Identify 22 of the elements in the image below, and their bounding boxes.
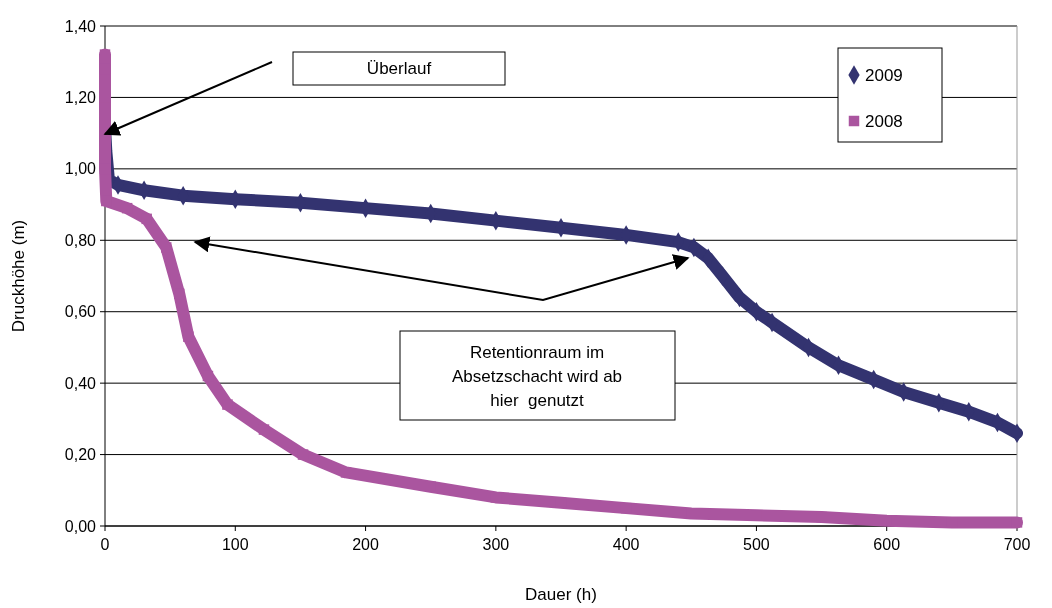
y-tick-label: 0,20 [64,446,97,464]
y-tick-label: 1,20 [64,89,97,107]
x-axis-title: Dauer (h) [525,585,597,604]
y-axis-title: Druckhöhe (m) [9,219,28,333]
legend-label: 2009 [865,65,903,85]
y-tick-label: 1,40 [64,17,97,35]
y-tick-label: 0,00 [64,517,97,535]
annotation: Retentionraum im Absetzschacht wird ab hier genutzt [451,342,623,410]
annotation: Überlauf [366,58,432,78]
y-tick-label: 0,60 [64,303,97,321]
x-tick-label: 300 [482,536,510,553]
x-tick-label: 100 [221,536,249,553]
x-tick-label: 0 [100,536,110,553]
x-tick-label: 700 [1003,536,1031,553]
y-tick-label: 0,40 [64,374,97,392]
x-tick-label: 200 [352,536,380,553]
x-tick-label: 500 [743,536,770,553]
legend-label: 2008 [865,111,903,131]
y-tick-label: 0,80 [64,231,97,249]
y-tick-label: 1,00 [64,160,97,178]
x-tick-label: 400 [612,536,640,553]
x-tick-label: 600 [873,536,901,553]
